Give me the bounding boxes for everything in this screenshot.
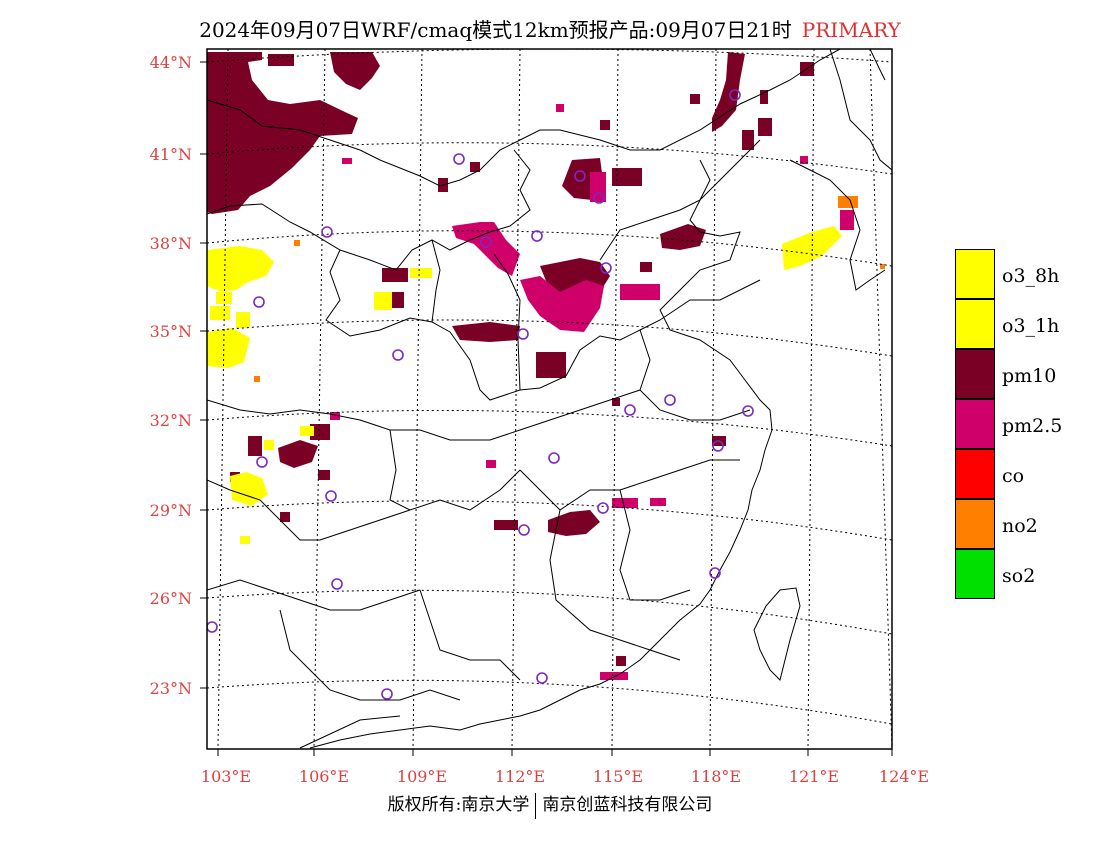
copyright-footer: 版权所有:南京大学 南京创蓝科技有限公司	[0, 790, 1100, 819]
lon-label: 124°E	[879, 767, 929, 786]
lon-label: 115°E	[593, 767, 643, 786]
legend-swatch	[955, 349, 995, 399]
legend-swatch	[955, 249, 995, 299]
lat-label: 35°N	[150, 322, 192, 341]
legend-swatch	[955, 399, 995, 449]
lon-label: 121°E	[789, 767, 839, 786]
lat-label: 41°N	[150, 145, 192, 164]
legend-label: pm10	[1002, 365, 1057, 387]
map-frame	[206, 48, 893, 750]
no2-areas	[254, 196, 885, 382]
pm10-areas	[207, 52, 814, 666]
lon-label: 103°E	[201, 767, 251, 786]
legend-label: o3_1h	[1002, 315, 1060, 337]
lat-label: 26°N	[150, 589, 192, 608]
lat-label: 32°N	[150, 411, 192, 430]
legend-swatch	[955, 449, 995, 499]
legend-label: pm2.5	[1002, 415, 1063, 437]
title-tag: PRIMARY	[801, 18, 901, 42]
lat-label: 23°N	[150, 679, 192, 698]
lon-label: 109°E	[397, 767, 447, 786]
legend-label: o3_8h	[1002, 265, 1060, 287]
footer-divider	[535, 792, 537, 819]
legend-label: no2	[1002, 515, 1038, 537]
o3-areas	[207, 226, 842, 544]
longitude-labels: 103°E 106°E 109°E 112°E 115°E 118°E 121°…	[201, 767, 929, 786]
lon-label: 112°E	[495, 767, 545, 786]
footer-left: 版权所有:南京大学	[387, 795, 530, 815]
lat-label: 38°N	[150, 234, 192, 253]
title-main: 2024年09月07日WRF/cmaq模式12km预报产品:09月07日21时	[199, 18, 792, 42]
legend-swatch	[955, 499, 995, 549]
axis-ticks	[200, 61, 893, 756]
coastline	[299, 49, 892, 749]
lon-label: 118°E	[691, 767, 741, 786]
legend-label: so2	[1002, 565, 1036, 587]
latitude-labels: 44°N 41°N 38°N 35°N 32°N 29°N 26°N 23°N	[150, 53, 192, 698]
pm25-areas	[330, 104, 854, 680]
legend-swatch	[955, 549, 995, 599]
footer-right: 南京创蓝科技有限公司	[542, 795, 713, 815]
graticule	[207, 49, 892, 749]
lat-label: 44°N	[150, 53, 192, 72]
lon-label: 106°E	[299, 767, 349, 786]
legend-swatch	[955, 299, 995, 349]
legend-label: co	[1002, 465, 1025, 487]
lat-label: 29°N	[150, 501, 192, 520]
map-title: 2024年09月07日WRF/cmaq模式12km预报产品:09月07日21时 P…	[0, 14, 1100, 43]
station-markers	[207, 89, 754, 700]
